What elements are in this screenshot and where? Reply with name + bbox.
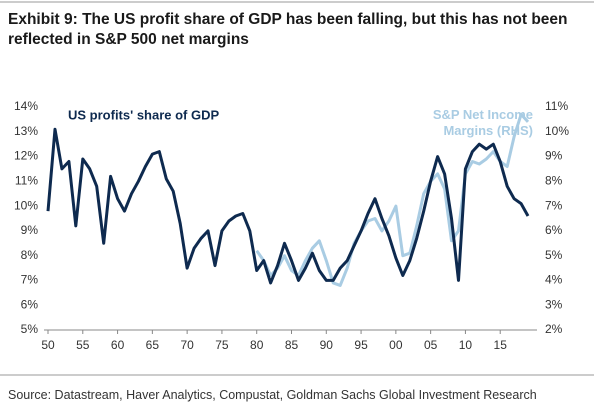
x-tick-label: 60 [111, 338, 125, 352]
x-tick-label: 85 [285, 338, 299, 352]
x-tick-label: 00 [389, 338, 403, 352]
series-line [46, 127, 530, 285]
x-tick-label: 05 [424, 338, 438, 352]
x-tick-label: 65 [146, 338, 160, 352]
x-tick-label: 70 [180, 338, 194, 352]
x-tick-label: 50 [41, 338, 55, 352]
y-tick-label: 6% [21, 297, 39, 311]
y-tick-label: 14% [14, 99, 38, 113]
y-tick-label: 13% [14, 124, 38, 138]
y2-tick-label: 9% [545, 149, 563, 163]
y-tick-label: 10% [14, 198, 38, 212]
y-tick-label: 11% [15, 174, 38, 188]
y-tick-label: 5% [21, 322, 39, 336]
y2-tick-label: 11% [545, 99, 568, 113]
x-tick-label: 10 [459, 338, 473, 352]
x-tick-label: 75 [215, 338, 229, 352]
y2-tick-label: 2% [545, 322, 563, 336]
chart-title: Exhibit 9: The US profit share of GDP ha… [8, 11, 568, 48]
x-tick-label: 15 [494, 338, 508, 352]
y-tick-label: 8% [21, 248, 39, 262]
series-label: US profits' share of GDP [68, 107, 219, 122]
series-label: S&P Net Income Margins (RHS) [432, 107, 533, 138]
y2-tick-label: 7% [545, 198, 563, 212]
y2-tick-label: 8% [545, 174, 563, 188]
y-tick-label: 7% [21, 273, 39, 287]
y-tick-label: 9% [21, 223, 39, 237]
series-line [255, 112, 530, 287]
y2-tick-label: 10% [545, 124, 569, 138]
x-tick-label: 55 [76, 338, 90, 352]
source-note: Source: Datastream, Haver Analytics, Com… [8, 388, 537, 402]
y2-tick-label: 5% [545, 248, 563, 262]
x-tick-label: 90 [320, 338, 334, 352]
y2-tick-label: 4% [545, 273, 563, 287]
y2-tick-label: 6% [545, 223, 563, 237]
y2-tick-label: 3% [545, 297, 563, 311]
x-tick-label: 95 [354, 338, 368, 352]
series-label-box: S&P Net Income Margins (RHS) [432, 107, 533, 138]
y-tick-label: 12% [14, 149, 38, 163]
x-tick-label: 80 [250, 338, 264, 352]
